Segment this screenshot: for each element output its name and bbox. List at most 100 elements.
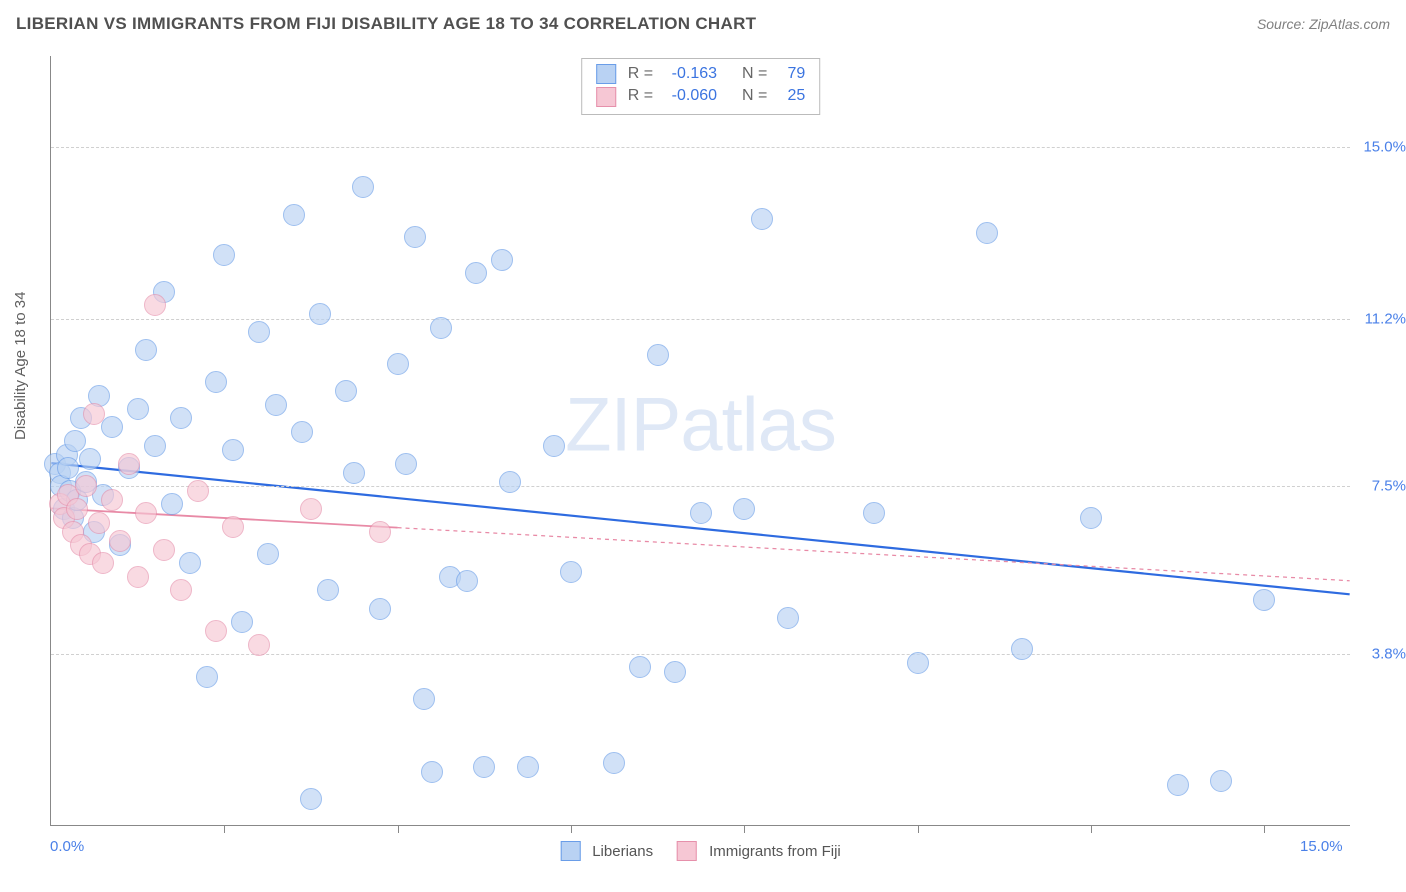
r-value: -0.060 [661,85,717,107]
data-point [1253,589,1275,611]
data-point [404,226,426,248]
data-point [79,448,101,470]
data-point [369,598,391,620]
gridline [51,654,1350,655]
data-point [222,516,244,538]
data-point [1011,638,1033,660]
data-point [248,634,270,656]
y-tick-label: 3.8% [1356,645,1406,662]
data-point [75,475,97,497]
data-point [205,620,227,642]
data-point [629,656,651,678]
n-label: N = [742,63,767,85]
scatter-chart: ZIPatlas R =-0.163 N =79R =-0.060 N =25 … [50,56,1350,826]
data-point [517,756,539,778]
legend-swatch [560,841,580,861]
data-point [421,761,443,783]
data-point [560,561,582,583]
gridline [51,319,1350,320]
y-tick-label: 11.2% [1356,310,1406,327]
data-point [335,380,357,402]
y-axis-label: Disability Age 18 to 34 [12,292,29,440]
trend-line-extrapolated [398,528,1350,581]
data-point [300,498,322,520]
data-point [135,502,157,524]
data-point [395,453,417,475]
data-point [170,407,192,429]
data-point [491,249,513,271]
data-point [83,403,105,425]
legend-swatch [596,87,616,107]
trend-line [51,463,1349,594]
gridline [51,486,1350,487]
legend-item: Liberians [560,841,653,861]
data-point [66,498,88,520]
x-axis-min-label: 0.0% [50,838,84,855]
x-tick [224,825,225,833]
data-point [101,416,123,438]
data-point [291,421,313,443]
data-point [1210,770,1232,792]
data-point [64,430,86,452]
x-tick [1264,825,1265,833]
y-tick-label: 7.5% [1356,478,1406,495]
data-point [907,652,929,674]
gridline [51,147,1350,148]
r-label: R = [628,85,653,107]
x-tick [398,825,399,833]
data-point [222,439,244,461]
data-point [300,788,322,810]
r-label: R = [628,63,653,85]
data-point [127,566,149,588]
legend-swatch [677,841,697,861]
data-point [603,752,625,774]
data-point [473,756,495,778]
y-tick-label: 15.0% [1356,138,1406,155]
data-point [196,666,218,688]
source-label: Source: ZipAtlas.com [1257,16,1390,32]
data-point [118,453,140,475]
data-point [647,344,669,366]
x-tick [918,825,919,833]
chart-title: LIBERIAN VS IMMIGRANTS FROM FIJI DISABIL… [16,14,756,34]
data-point [127,398,149,420]
data-point [248,321,270,343]
legend-label: Immigrants from Fiji [709,843,841,860]
data-point [153,539,175,561]
data-point [283,204,305,226]
r-value: -0.163 [661,63,717,85]
data-point [135,339,157,361]
data-point [213,244,235,266]
data-point [109,530,131,552]
data-point [257,543,279,565]
data-point [430,317,452,339]
data-point [369,521,391,543]
data-point [499,471,521,493]
data-point [387,353,409,375]
data-point [101,489,123,511]
legend-item: Immigrants from Fiji [677,841,841,861]
data-point [690,502,712,524]
data-point [664,661,686,683]
data-point [92,552,114,574]
data-point [205,371,227,393]
data-point [1167,774,1189,796]
series-legend: Liberians Immigrants from Fiji [560,841,841,861]
data-point [465,262,487,284]
data-point [144,435,166,457]
correlation-stats-box: R =-0.163 N =79R =-0.060 N =25 [581,58,821,115]
data-point [88,512,110,534]
data-point [161,493,183,515]
data-point [413,688,435,710]
data-point [170,579,192,601]
data-point [343,462,365,484]
stats-row: R =-0.163 N =79 [596,63,806,85]
data-point [309,303,331,325]
data-point [265,394,287,416]
legend-label: Liberians [592,843,653,860]
legend-swatch [596,64,616,84]
x-tick [571,825,572,833]
data-point [733,498,755,520]
data-point [543,435,565,457]
data-point [456,570,478,592]
